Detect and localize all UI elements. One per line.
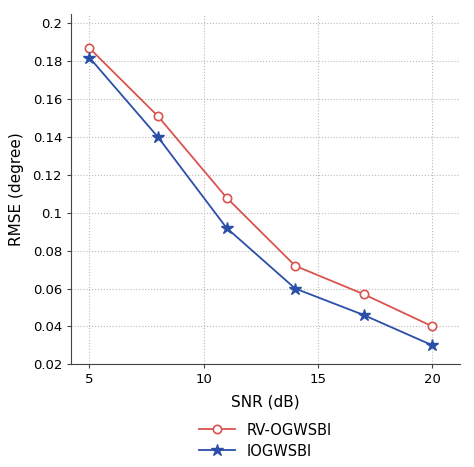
RV-OGWSBI xyxy=(429,324,435,329)
Line: RV-OGWSBI: RV-OGWSBI xyxy=(85,44,437,331)
IOGWSBI xyxy=(224,225,229,231)
X-axis label: SNR (dB): SNR (dB) xyxy=(231,395,300,410)
Legend: RV-OGWSBI, IOGWSBI: RV-OGWSBI, IOGWSBI xyxy=(193,417,338,465)
RV-OGWSBI xyxy=(361,291,366,297)
Line: IOGWSBI: IOGWSBI xyxy=(83,51,438,352)
IOGWSBI xyxy=(87,55,92,60)
RV-OGWSBI xyxy=(224,195,229,200)
IOGWSBI xyxy=(292,286,298,291)
IOGWSBI xyxy=(155,134,161,140)
IOGWSBI xyxy=(429,342,435,348)
RV-OGWSBI xyxy=(87,45,92,51)
Y-axis label: RMSE (degree): RMSE (degree) xyxy=(9,132,24,246)
RV-OGWSBI xyxy=(292,263,298,269)
IOGWSBI xyxy=(361,312,366,318)
RV-OGWSBI xyxy=(155,113,161,119)
